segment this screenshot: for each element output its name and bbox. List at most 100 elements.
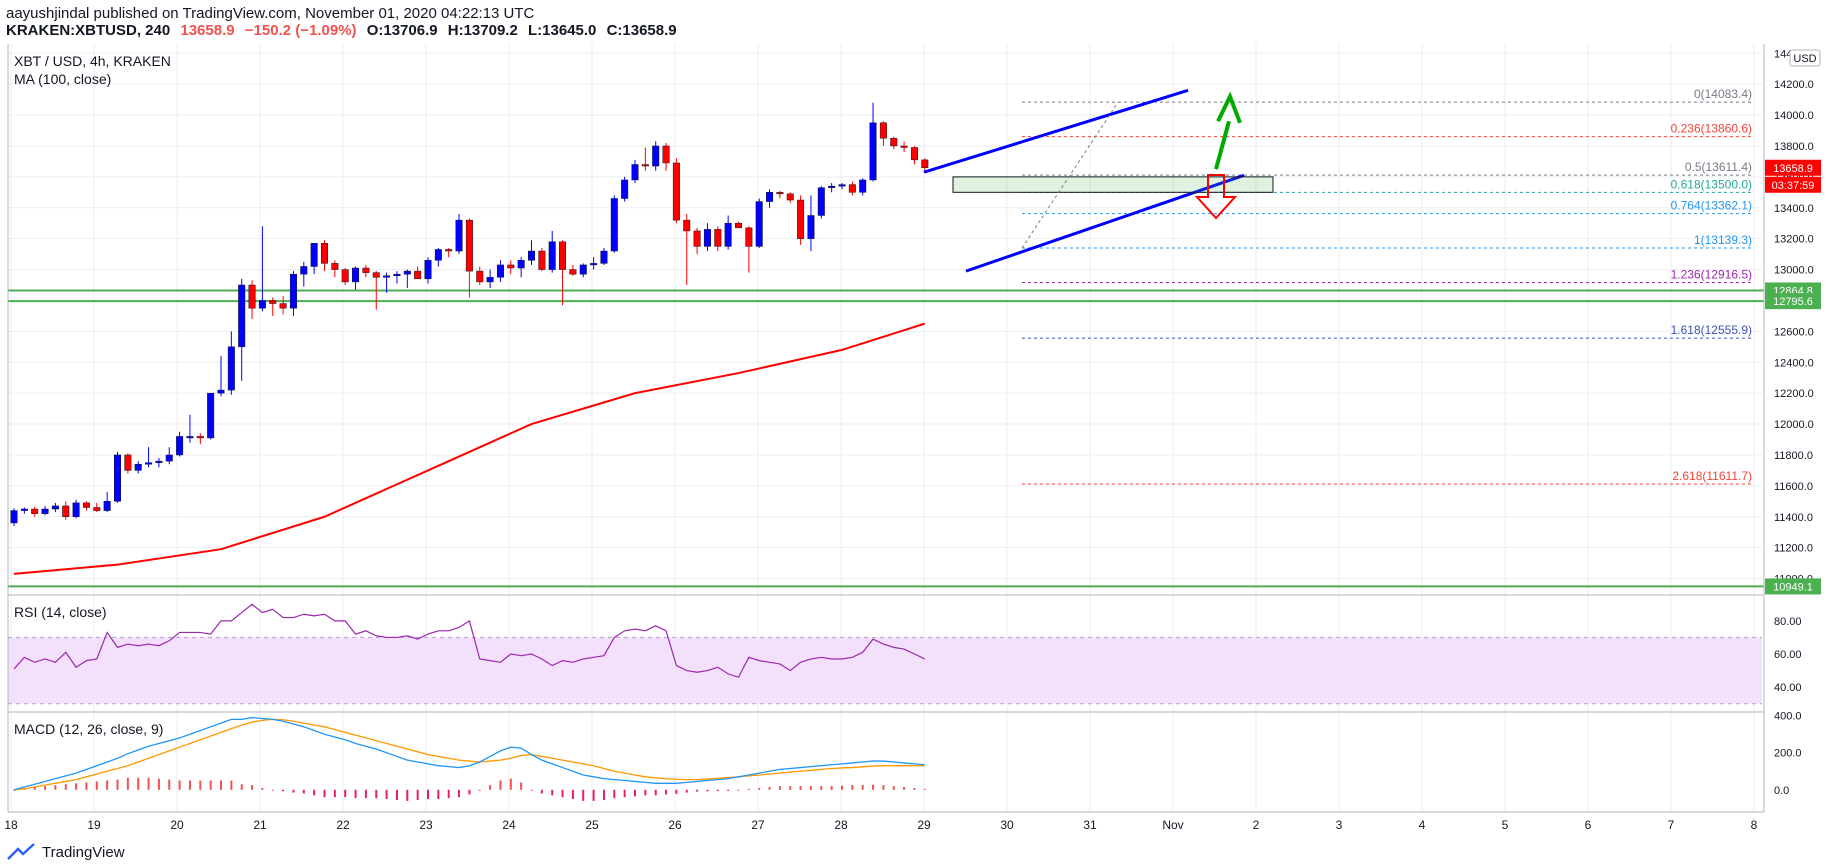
x-tick-label: 8: [1751, 818, 1758, 832]
support-levels: [8, 289, 1764, 588]
x-tick-label: 18: [4, 818, 18, 832]
y-tick-label: 13800.0: [1774, 141, 1814, 153]
macd-hist-bar: [157, 778, 160, 790]
candle-body: [600, 250, 608, 264]
candle-body: [176, 436, 184, 456]
currency-label: USD: [1793, 53, 1816, 65]
macd-hist-bar: [665, 789, 668, 795]
candle-body: [289, 273, 297, 309]
candle-body: [807, 215, 815, 239]
candle-body: [590, 263, 598, 266]
macd-hist-bar: [147, 777, 150, 790]
rsi-band-fill: [8, 637, 1762, 704]
rsi-tick-label: 40.00: [1774, 682, 1802, 694]
axes: 18 19 20 21 22 23 24 25 26 27 28 29 30 31 Nov 2 3 4 5 6 7 811…: [4, 44, 1821, 832]
x-tick-label: 23: [419, 818, 433, 832]
macd-hist-bar: [634, 789, 636, 797]
candle-body: [507, 264, 515, 269]
candle-body: [714, 229, 722, 247]
support-price-tag: [1765, 293, 1821, 310]
macd-tick-label: 200.0: [1774, 748, 1802, 760]
ohlc-line: KRAKEN:XBTUSD, 240 13658.9 −150.2 (−1.09…: [6, 21, 683, 41]
macd-hist-bar: [137, 777, 140, 790]
macd-hist-bar: [95, 781, 98, 790]
macd-hist-bar: [458, 789, 461, 798]
y-tick-label: 11800.0: [1774, 450, 1813, 462]
candle-body: [786, 193, 794, 201]
y-tick-label: 12200.0: [1774, 388, 1814, 400]
macd-hist-bar: [551, 789, 554, 796]
x-tick-label: 3: [1336, 818, 1343, 832]
macd-hist-bar: [685, 789, 688, 793]
macd-hist-bar: [561, 789, 564, 798]
fib-label: 0.764(13362.1): [1671, 199, 1752, 213]
candle-body: [279, 303, 287, 309]
macd-hist-bar: [54, 785, 57, 790]
candle-body: [331, 263, 339, 270]
candle-body: [217, 389, 225, 394]
macd-hist-bar: [323, 789, 326, 798]
macd-hist-bar: [168, 779, 171, 790]
rsi-legend: RSI (14, close): [14, 604, 107, 620]
y-tick-label: 11200.0: [1774, 543, 1813, 555]
last-price-label: 13658.9: [1773, 163, 1813, 175]
down-arrow: [1194, 174, 1238, 220]
macd-hist-bar: [830, 786, 833, 790]
macd-hist-bar: [903, 787, 906, 790]
macd-hist-bar: [696, 789, 699, 792]
candle-body: [476, 270, 484, 283]
candle-body: [248, 284, 256, 309]
candle-body: [238, 284, 246, 348]
candle-body: [662, 145, 670, 164]
candle-body: [10, 510, 18, 524]
macd-hist-bar: [520, 782, 523, 790]
candle-body: [548, 241, 556, 270]
x-tick-label: 20: [170, 818, 184, 832]
macd-hist-bar: [116, 779, 119, 790]
candle-body: [51, 505, 59, 510]
x-tick-label: 27: [751, 818, 765, 832]
candle-body: [62, 505, 70, 518]
candle-body: [124, 454, 132, 471]
publish-line: aayushjindal published on TradingView.co…: [6, 5, 535, 22]
rsi-tick-label: 60.00: [1774, 649, 1802, 661]
y-tick-label: 11400.0: [1774, 512, 1813, 524]
macd-hist-bar: [913, 787, 916, 790]
rsi-polyline: [13, 603, 926, 678]
candle-body: [910, 147, 918, 161]
macd-hist-bar: [364, 789, 367, 799]
macd-hist-bar: [499, 780, 502, 790]
fib-label: 1.236(12916.5): [1671, 267, 1752, 281]
candle-body: [755, 201, 763, 247]
candle-body: [672, 162, 680, 221]
high-value: H:13709.2: [447, 22, 518, 39]
candle-body: [848, 184, 856, 193]
macd-hist-bar: [861, 784, 864, 790]
candle-body: [900, 145, 908, 148]
macd-hist-bar: [271, 789, 274, 791]
macd-hist-bar: [199, 780, 202, 790]
candle-body: [207, 392, 215, 439]
up-arrow-head: [1216, 91, 1242, 124]
x-tick-label: 28: [834, 818, 848, 832]
candle-body: [20, 508, 28, 511]
x-tick-label: 26: [668, 818, 682, 832]
fib-label: 0(14083.4): [1694, 87, 1752, 101]
macd-hist-bar: [292, 789, 295, 793]
candle-body: [196, 436, 204, 439]
rsi-tick-label: 80.00: [1774, 616, 1802, 628]
price-chart[interactable]: 0(14083.4) 0.236(13860.6) 0.5(13611.4) 0.61…: [0, 0, 1828, 840]
y-tick-label: 14200.0: [1774, 79, 1814, 91]
fib-label: 1(13139.3): [1694, 233, 1752, 247]
candle-body: [745, 227, 753, 247]
x-tick-label: 6: [1585, 818, 1592, 832]
candle-body: [569, 269, 577, 275]
candle-body: [300, 266, 308, 275]
macd-hist-bar: [727, 789, 730, 791]
macd-hist-bar: [220, 780, 222, 790]
x-tick-label: 19: [87, 818, 101, 832]
ma-label: MA (100, close): [14, 71, 112, 87]
macd-hist-bar: [468, 789, 471, 795]
x-tick-label: 24: [502, 818, 516, 832]
x-tick-label: 30: [1000, 818, 1014, 832]
